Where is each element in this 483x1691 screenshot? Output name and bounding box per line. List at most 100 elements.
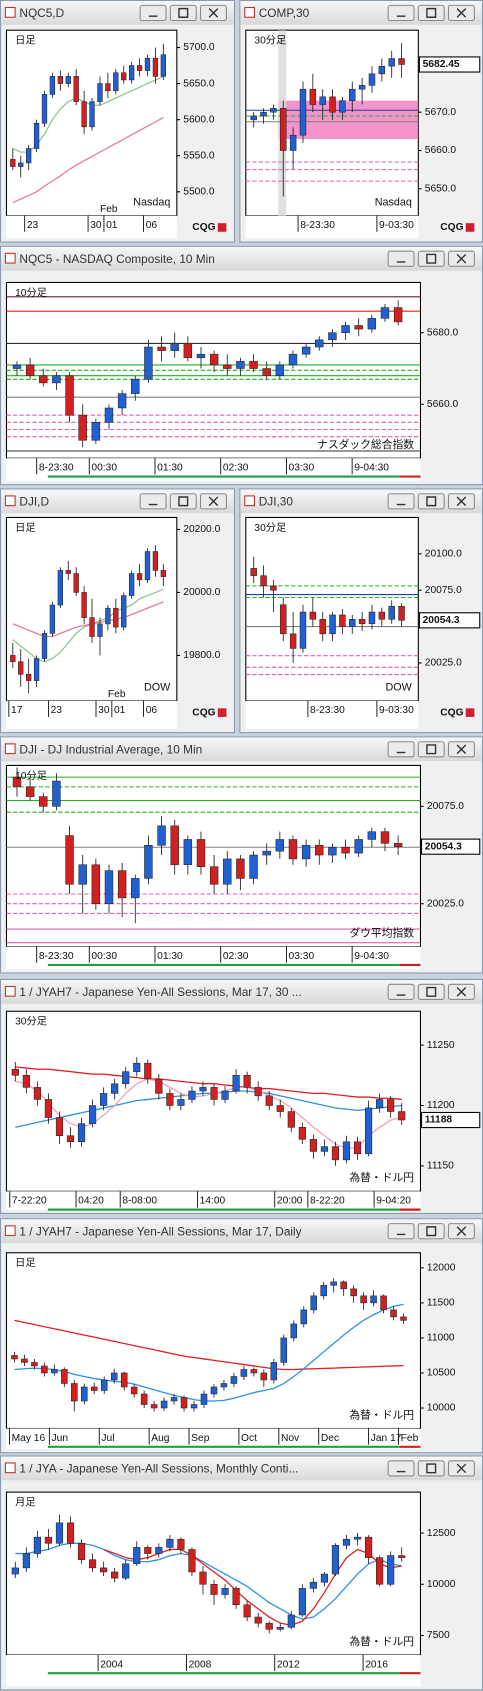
minimize-button[interactable] [139,493,167,510]
maximize-button[interactable] [417,493,445,510]
candle-body [160,54,166,77]
candle-body [223,364,232,369]
candle-body [55,1522,64,1544]
candle-body [65,835,74,885]
minimize-button[interactable] [387,741,415,758]
candle-body [57,76,63,84]
candle-body [342,1141,351,1161]
candle-body [39,796,48,807]
candle-body [328,332,337,341]
candle-body [309,1581,317,1589]
window-icon [4,743,16,755]
window-title: 1 / JYAH7 - Japanese Yen-All Sessions, M… [19,1224,301,1238]
candle-body [131,379,140,394]
candle-body [199,1571,207,1585]
x-tick-label: 03:30 [289,951,315,962]
x-axis-area [245,215,419,239]
cqg-logo: CQG [440,222,463,233]
candle-body [155,1547,163,1554]
plot-area [5,1252,422,1430]
candle-body [120,1372,128,1388]
candle-body [388,58,395,67]
maximize-icon [426,1463,437,1474]
candle-body [398,605,405,621]
candle-body [319,619,326,635]
minimize-button[interactable] [387,1223,415,1240]
moving-average [14,1319,404,1371]
maximize-button[interactable] [417,983,445,1000]
maximize-button[interactable] [417,1460,445,1477]
candle-body [51,1369,58,1374]
x-tick-label: Nov [281,1433,300,1444]
maximize-icon [426,744,437,755]
candle-body [170,343,179,351]
candle-body [144,1062,152,1080]
chart-window: 1 / JYA - Japanese Yen-All Sessions, Mon… [0,1455,483,1691]
candle-body [276,1627,284,1630]
candle-body [243,1604,251,1618]
candle-body [364,1536,373,1558]
candle-body [22,1553,30,1569]
plot-content [11,1278,407,1412]
candle-body [55,1117,64,1136]
y-tick-label: 11150 [427,1161,454,1172]
candle-body [380,307,390,319]
candle-body [243,1075,251,1088]
candle-body [210,1087,218,1100]
chart-window: DJI,D 19800.0 20000.0 20200.0 17 23 30 01 06 CQG F… [0,488,236,734]
maximize-button[interactable] [417,741,445,758]
candle-body [52,375,61,384]
candle-body [289,633,297,649]
symbol-watermark: 為替・ドル円 [349,1635,414,1648]
candle-body [398,1555,406,1558]
candle-body [100,1567,108,1573]
x-tick-label: Aug [151,1433,170,1444]
window-icon [4,7,16,18]
minimize-button[interactable] [387,250,415,267]
window-icon [4,1225,16,1237]
candle-body [331,1146,340,1161]
maximize-button[interactable] [417,4,445,22]
x-tick-label: 04:20 [78,1196,104,1207]
maximize-button[interactable] [169,4,197,22]
candle-body [342,1538,351,1546]
candle-body [117,393,127,409]
maximize-button[interactable] [417,250,445,267]
x-tick-label: Jan 17 [371,1433,402,1444]
window-title: DJI - DJ Industrial Average, 10 Min [19,742,202,756]
x-axis-area [6,1191,421,1210]
candle-body [111,1083,119,1094]
minimize-button[interactable] [387,1460,415,1477]
minimize-button[interactable] [387,4,415,22]
candle-body [299,88,307,136]
candle-body [110,1372,118,1381]
candle-body [315,339,324,348]
window-title: 1 / JYA - Japanese Yen-All Sessions, Mon… [19,1462,298,1476]
candle-body [12,776,22,788]
candle-body [25,364,35,376]
y-tick-label: 5660.0 [425,145,457,156]
candle-body [331,1545,340,1575]
candle-body [300,1309,308,1325]
logo-mark [217,708,227,717]
x-tick-label: 8-23:30 [310,705,345,716]
minimize-button[interactable] [387,983,415,1000]
candle-body [31,1362,38,1367]
candle-body [299,611,307,649]
candle-body [97,83,103,102]
candle-body [122,1071,130,1085]
symbol-watermark: ダウ平均指数 [349,926,414,939]
window-icon [4,495,16,507]
maximize-button[interactable] [169,493,197,510]
x-tick-label: 23 [51,705,63,716]
minimize-button[interactable] [139,4,167,22]
candle-body [250,1369,258,1374]
x-tick-label: 02:30 [223,951,249,962]
minimize-button[interactable] [387,493,415,510]
candle-body [190,1404,198,1409]
candle-body [260,575,267,587]
maximize-button[interactable] [417,1223,445,1240]
candle-body [250,568,257,576]
